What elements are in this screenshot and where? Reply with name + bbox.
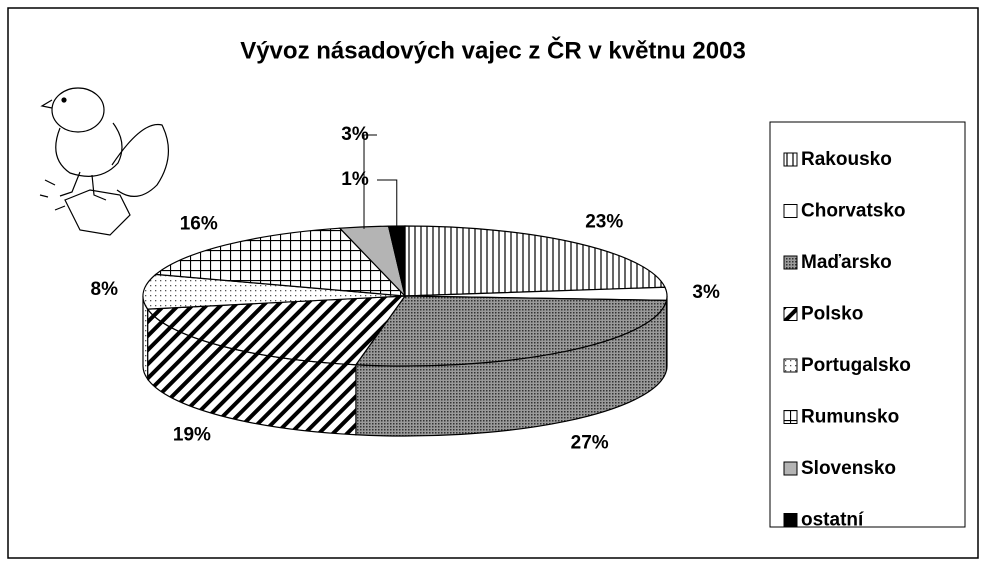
legend-box	[769, 121, 966, 528]
legend-label: Polsko	[801, 304, 863, 325]
legend-swatch	[783, 410, 798, 424]
legend-label: ostatní	[801, 510, 864, 531]
pie-slice	[142, 273, 406, 310]
legend-swatch	[783, 204, 798, 218]
legend-swatch	[783, 152, 798, 167]
leader-line	[363, 134, 377, 229]
data-label: 23%	[585, 212, 623, 233]
data-label: 8%	[91, 279, 119, 300]
legend-label: Chorvatsko	[801, 201, 906, 222]
data-label: 3%	[341, 124, 369, 145]
leader-line	[377, 179, 398, 229]
data-label: 1%	[341, 169, 369, 190]
data-label: 19%	[173, 424, 211, 445]
data-label: 16%	[180, 214, 218, 235]
data-label: 3%	[692, 282, 720, 303]
chart-title: Vývoz násadových vajec z ČR v květnu 200…	[240, 36, 746, 64]
pie-slice	[146, 295, 407, 366]
legend-label: Slovensko	[801, 458, 896, 479]
legend-label: Rakousko	[801, 149, 892, 170]
pie-slice	[354, 295, 668, 367]
legend-swatch	[783, 255, 798, 270]
pie-slice	[154, 227, 407, 297]
pie-slice	[404, 225, 666, 297]
legend-swatch	[783, 307, 798, 321]
legend-swatch	[783, 358, 798, 373]
legend-swatch	[783, 513, 798, 527]
legend-label: Maďarsko	[801, 252, 892, 273]
chick-illustration	[39, 87, 170, 236]
legend-label: Portugalsko	[801, 355, 911, 376]
data-label: 27%	[571, 432, 609, 453]
legend-swatch	[783, 461, 798, 476]
legend-label: Rumunsko	[801, 407, 899, 428]
